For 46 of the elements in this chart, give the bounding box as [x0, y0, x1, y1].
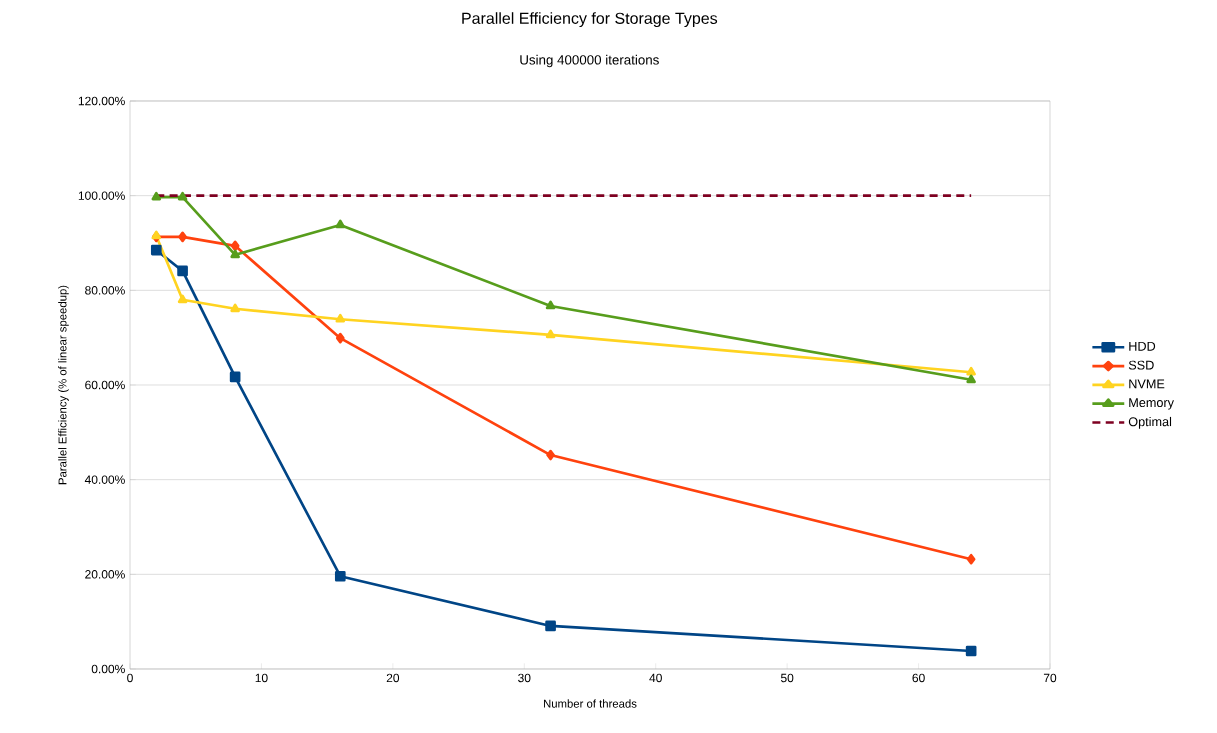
point	[230, 249, 240, 259]
x-tick-label: 10	[255, 673, 268, 683]
x-tick-label: 70	[1043, 673, 1057, 683]
legend-label: SSD	[1128, 360, 1154, 370]
point	[335, 219, 346, 229]
x-tick-label: 50	[780, 673, 794, 683]
point	[229, 371, 241, 383]
x-axis-title: Number of threads	[543, 699, 637, 708]
point	[178, 231, 187, 243]
point	[966, 374, 976, 384]
legend-label: HDD	[1129, 341, 1156, 351]
y-axis-title: Parallel Efficiency (% of linear speedup)	[58, 285, 69, 485]
point	[545, 300, 556, 310]
y-tick-label: 40.00%	[84, 475, 125, 484]
point	[965, 645, 977, 657]
x-tick-label: 30	[518, 673, 531, 683]
chart-title: Parallel Efficiency for Storage Types	[462, 12, 718, 28]
point	[546, 449, 555, 461]
y-tick-label: 60.00%	[85, 380, 125, 390]
y-tick-label: 120.00%	[78, 96, 125, 106]
legend-label: Optimal	[1128, 416, 1172, 429]
point	[151, 191, 162, 201]
point	[545, 620, 556, 632]
point	[966, 366, 976, 376]
y-tick-label: 80.00%	[85, 286, 125, 295]
point	[335, 313, 346, 323]
point	[177, 294, 188, 304]
point	[177, 191, 188, 201]
legend-label: Memory	[1129, 398, 1174, 410]
y-tick-label: 100.00%	[78, 191, 125, 200]
legend-label: NVME	[1129, 379, 1165, 389]
point	[177, 265, 188, 277]
x-tick-label: 60	[912, 673, 925, 683]
point	[150, 244, 162, 256]
y-tick-label: 20.00%	[85, 570, 125, 579]
x-tick-label: 20	[386, 673, 400, 683]
point	[966, 553, 976, 565]
chart-subtitle: Using 400000 iterations	[520, 54, 659, 68]
point	[334, 570, 346, 582]
point	[230, 303, 240, 313]
x-tick-label: 40	[649, 673, 662, 683]
point	[335, 332, 345, 344]
point	[545, 329, 556, 339]
point	[230, 240, 240, 252]
y-tick-label: 0.00%	[91, 664, 125, 674]
x-tick-label: 0	[127, 673, 133, 683]
